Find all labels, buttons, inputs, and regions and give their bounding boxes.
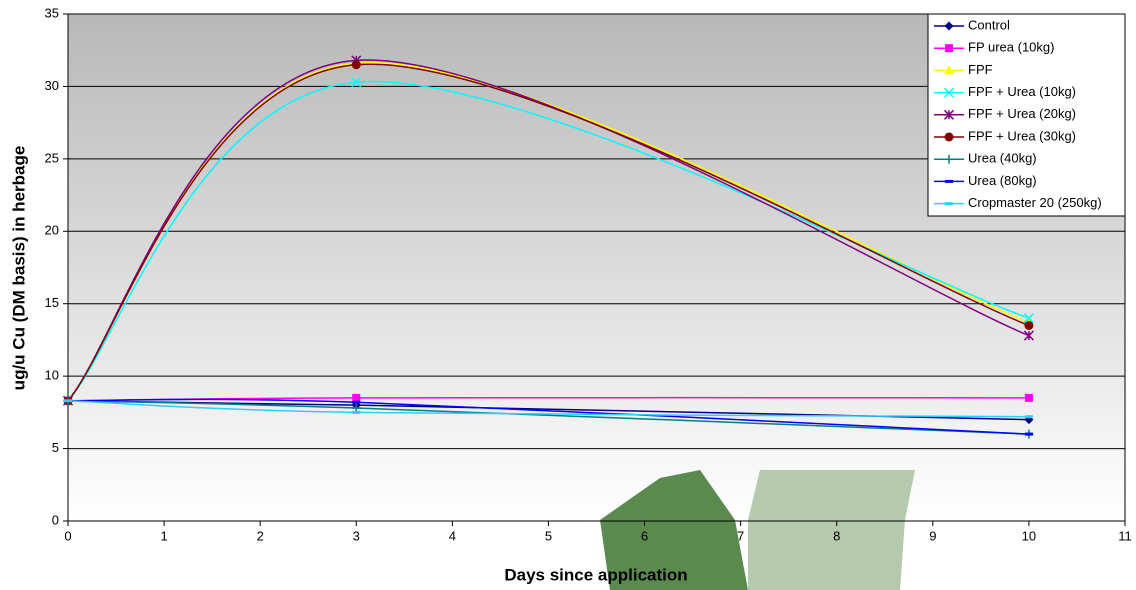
y-axis-title: ug/u Cu (DM basis) in herbage [9,146,28,391]
x-tick-label: 7 [737,528,744,543]
x-tick-label: 6 [641,528,648,543]
legend-label: FP urea (10kg) [968,40,1054,55]
x-tick-label: 9 [929,528,936,543]
x-tick-label: 0 [64,528,71,543]
x-tick-label: 5 [545,528,552,543]
y-tick-label: 5 [52,440,59,455]
x-tick-label: 4 [449,528,456,543]
legend: Control FP urea (10kg) FPF FPF + Urea (10kg… [928,14,1125,216]
x-tick-label: 11 [1118,528,1132,543]
x-tick-label: 2 [257,528,264,543]
y-tick-label: 10 [45,368,59,383]
legend-label: Urea (40kg) [968,151,1037,166]
legend-label: FPF + Urea (30kg) [968,128,1076,143]
x-tick-label: 1 [160,528,167,543]
chart: Days since application ug/u Cu (DM basis… [0,0,1136,590]
marker [352,401,360,404]
marker [1024,321,1033,330]
legend-label: FPF [968,62,993,77]
x-tick-label: 10 [1022,528,1036,543]
marker [352,411,360,414]
marker [352,394,360,402]
marker [1025,415,1033,418]
x-tick-label: 8 [833,528,840,543]
y-tick-label: 35 [45,5,59,20]
marker [1025,394,1033,402]
legend-label: Urea (80kg) [968,173,1037,188]
x-axis-title: Days since application [504,565,687,584]
y-tick-label: 15 [45,295,59,310]
y-tick-label: 0 [52,512,59,527]
legend-label: Control [968,17,1010,32]
legend-label: Cropmaster 20 (250kg) [968,195,1102,210]
y-tick-label: 25 [45,150,59,165]
y-tick-label: 20 [45,223,59,238]
marker [945,180,953,183]
legend-label: FPF + Urea (20kg) [968,106,1076,121]
legend-label: FPF + Urea (10kg) [968,84,1076,99]
x-tick-label: 3 [353,528,360,543]
decoration-leaf [748,470,915,590]
marker [945,202,953,205]
marker [64,399,72,402]
y-tick-label: 30 [45,78,59,93]
marker [945,44,953,52]
marker [945,133,954,142]
marker [352,60,361,69]
marker [1025,433,1033,436]
